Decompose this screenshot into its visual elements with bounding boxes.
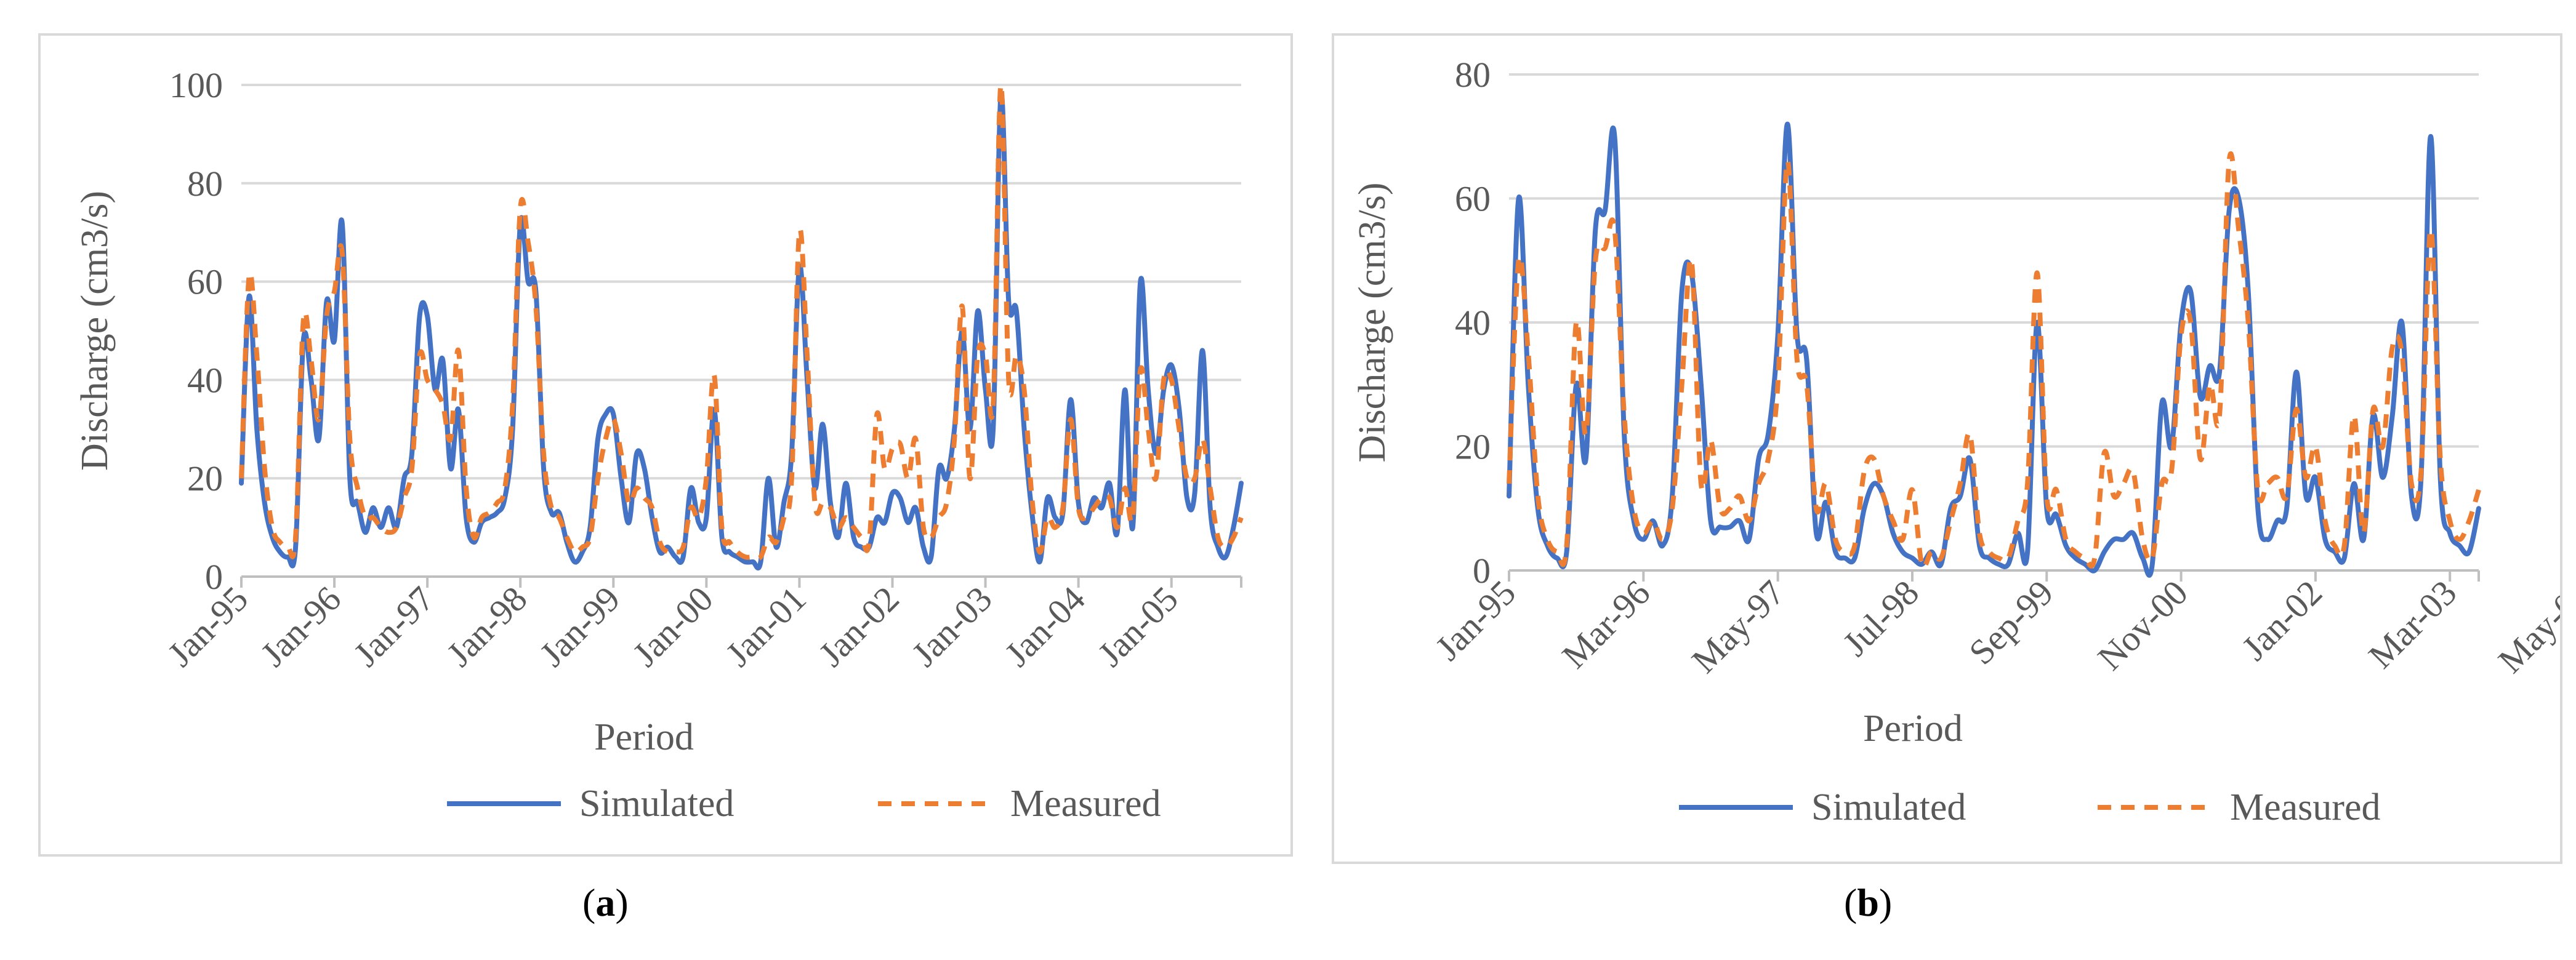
c0-x-axis-title: Period [594, 716, 694, 758]
chart-panel-a: 0 20 40 60 80 100 Jan-95 Jan-96 Jan-97 Jan-98 Jan-… [38, 33, 1293, 857]
c0-ytick-label: 20 [187, 458, 223, 498]
c1-xtick-label: Mar-03 [2361, 572, 2464, 676]
c1-x-axis-title: Period [1863, 708, 1963, 750]
c1-xtick-label: Sep-99 [1961, 572, 2061, 672]
c0-xtick-label: Jan-98 [439, 578, 534, 674]
c1-ytick-label: 20 [1455, 427, 1491, 467]
c1-ytick-label: 60 [1455, 179, 1491, 219]
c1-xtick-label: Nov-00 [2090, 572, 2196, 678]
c0-legend-label-measured: Measured [1010, 783, 1161, 825]
c0-xtick-label: Jan-00 [625, 578, 720, 674]
c0-xtick-label: Jan-04 [997, 578, 1093, 674]
c0-y-axis-title: Discharge (cm3/s) [74, 191, 116, 471]
c0-xtick-label: Jan-02 [811, 578, 906, 674]
c1-legend-label-simulated: Simulated [1811, 786, 1966, 828]
c0-xtick-label: Jan-01 [718, 578, 813, 674]
c0-xtick-label: Jan-99 [532, 578, 627, 674]
c1-ytick-label: 0 [1473, 551, 1491, 591]
c0-xtick-label: Jan-97 [346, 578, 441, 674]
caption-b-letter: b [1857, 881, 1879, 924]
c0-ytick-label: 60 [187, 262, 223, 302]
c1-xtick-label: May-04 [2490, 572, 2560, 681]
caption-a-letter: a [595, 881, 616, 924]
c1-ytick-label: 40 [1455, 303, 1491, 343]
c0-xtick-label: Jan-96 [253, 578, 348, 674]
c1-xtick-label: May-97 [1684, 572, 1792, 681]
c0-ytick-label: 0 [205, 557, 223, 597]
c1-xtick-label: Jan-02 [2234, 572, 2330, 668]
caption-b: (b) [1844, 881, 1893, 924]
caption-a: (a) [582, 881, 629, 924]
c0-xtick-label: Jan-05 [1090, 578, 1186, 674]
c0-legend-label-simulated: Simulated [579, 783, 734, 825]
c1-legend-label-measured: Measured [2230, 786, 2380, 828]
c0-ytick-label: 40 [187, 360, 223, 400]
c1-xtick-label: Jul-98 [1835, 572, 1926, 663]
c0-xtick-label: Jan-03 [904, 578, 999, 674]
c0-series-simulated [239, 90, 1244, 570]
c0-ytick-label: 80 [187, 164, 223, 204]
chart-panel-b: 0 20 40 60 80 Jan-95 Mar-96 May-97 Jul-98 Sep-99 N… [1332, 33, 2562, 864]
c1-xtick-label: Mar-96 [1554, 572, 1657, 676]
c1-series-measured [1507, 151, 2481, 570]
c0-ytick-label: 100 [169, 65, 223, 105]
c1-ytick-label: 80 [1455, 55, 1491, 95]
chart-a-svg: 020406080100Jan-95Jan-96Jan-97Jan-98Jan-… [74, 65, 1244, 825]
c0-series-measured [239, 82, 1244, 561]
c1-y-axis-title: Discharge (cm3/s) [1351, 182, 1393, 462]
c1-series-simulated [1507, 121, 2481, 578]
